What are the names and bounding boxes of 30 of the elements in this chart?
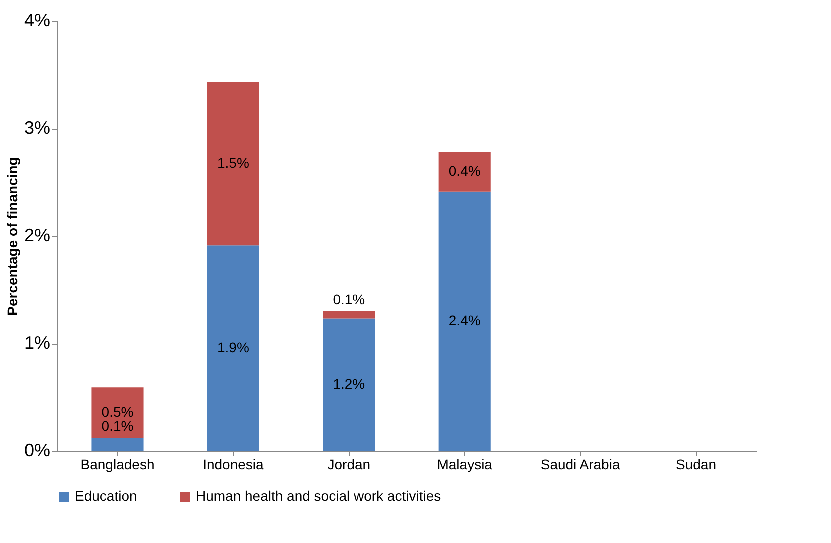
bar xyxy=(323,318,376,451)
bar xyxy=(438,152,491,192)
x-tick-label: Indonesia xyxy=(203,456,264,472)
bar xyxy=(207,246,260,451)
bar xyxy=(323,311,376,319)
legend-label: Human health and social work activities xyxy=(196,488,442,504)
bar xyxy=(207,82,260,246)
y-tick-label: 4% xyxy=(24,10,50,30)
data-label: 1.9% xyxy=(217,339,250,356)
x-tick-label: Malaysia xyxy=(437,456,493,472)
data-label: 1.2% xyxy=(333,376,366,392)
data-label: 1.5% xyxy=(217,154,250,171)
legend-label: Education xyxy=(75,488,138,504)
bar xyxy=(92,388,144,438)
data-label: 0.1% xyxy=(333,291,366,308)
x-tick-label: Bangladesh xyxy=(80,456,155,472)
data-label: 0.4% xyxy=(448,163,481,180)
x-tick-label: Saudi Arabia xyxy=(540,456,620,472)
data-label: 2.4% xyxy=(448,312,481,328)
bar xyxy=(438,192,491,451)
data-label: 0.5% xyxy=(102,404,134,420)
bar xyxy=(92,438,144,451)
x-tick-label: Sudan xyxy=(676,456,716,472)
y-tick-label: 1% xyxy=(24,333,50,353)
y-tick-label: 3% xyxy=(24,118,50,138)
y-tick-label: 2% xyxy=(24,226,50,246)
y-axis-title: Percentage of financing xyxy=(4,157,20,316)
data-label: 0.1% xyxy=(102,418,134,434)
y-tick-label: 0% xyxy=(24,440,50,460)
x-tick-label: Jordan xyxy=(328,456,371,472)
